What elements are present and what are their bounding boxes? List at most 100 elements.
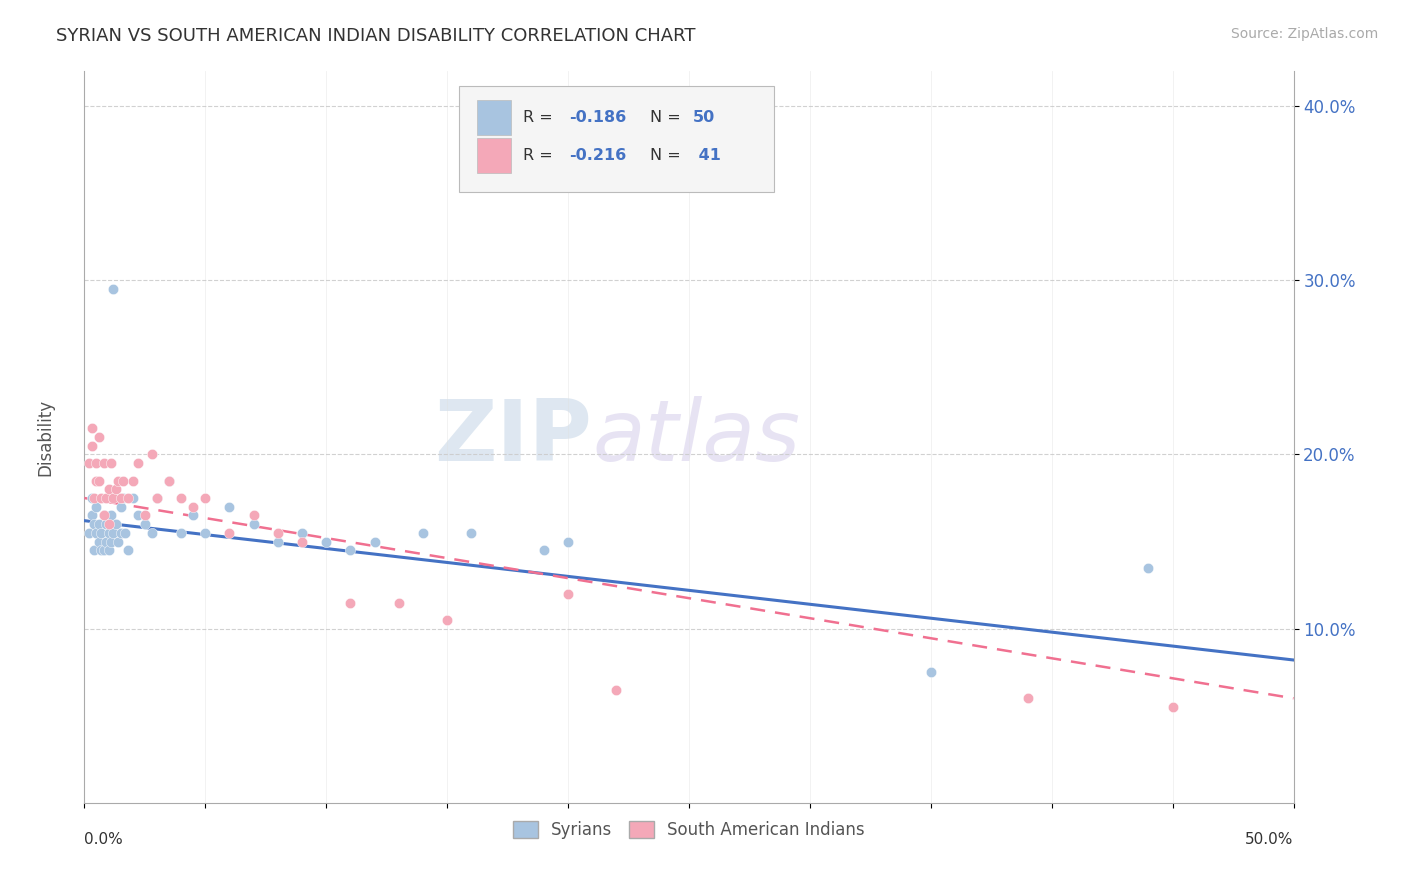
Point [388,595,411,609]
Point [412,525,434,540]
Point [87,430,110,444]
Point [460,525,482,540]
Point [533,543,555,558]
Point [1137,560,1160,574]
Text: Disability: Disability [37,399,53,475]
Point [93,456,115,470]
Point [94,534,117,549]
Point [242,517,264,532]
Point [114,525,136,540]
Text: -0.216: -0.216 [569,148,627,163]
Point [141,525,163,540]
FancyBboxPatch shape [460,86,773,192]
Point [97,543,120,558]
Point [86,500,108,514]
Point [86,456,108,470]
Text: 41: 41 [693,148,720,163]
Point [87,474,110,488]
Point [100,534,122,549]
Point [134,508,156,523]
Point [93,508,115,523]
Point [94,491,117,505]
Text: R =: R = [523,110,558,125]
FancyBboxPatch shape [478,100,512,135]
Text: 0.0%: 0.0% [84,832,124,847]
Point [83,543,105,558]
Point [80,508,103,523]
Text: Source: ZipAtlas.com: Source: ZipAtlas.com [1230,27,1378,41]
Point [117,543,139,558]
Point [104,483,127,497]
Point [83,517,105,532]
Point [315,534,337,549]
Point [77,525,100,540]
Text: atlas: atlas [592,395,800,479]
Point [94,517,117,532]
Point [112,474,135,488]
Point [157,474,180,488]
Point [363,534,385,549]
Text: SYRIAN VS SOUTH AMERICAN INDIAN DISABILITY CORRELATION CHART: SYRIAN VS SOUTH AMERICAN INDIAN DISABILI… [56,27,696,45]
Point [110,525,132,540]
Point [86,525,108,540]
Point [1017,691,1039,706]
Point [920,665,942,680]
Point [267,525,290,540]
Point [242,508,264,523]
Point [80,421,103,435]
Point [77,456,100,470]
Point [146,491,169,505]
Point [557,587,579,601]
Point [90,543,112,558]
Text: 50.0%: 50.0% [1246,832,1294,847]
Point [141,448,163,462]
Point [93,543,115,558]
Point [100,508,122,523]
Point [100,456,122,470]
Point [157,474,180,488]
Point [146,491,169,505]
Point [104,517,127,532]
Point [117,491,139,505]
Point [103,491,125,505]
Point [97,517,120,532]
Point [181,508,204,523]
Text: R =: R = [523,148,558,163]
Point [605,682,627,697]
Point [97,525,120,540]
Point [291,525,314,540]
Point [339,543,361,558]
Point [110,491,132,505]
Point [121,474,143,488]
Text: N =: N = [650,148,686,163]
Point [1161,700,1184,714]
Point [267,534,290,549]
Point [103,525,125,540]
Point [87,517,110,532]
Point [112,491,135,505]
Point [194,525,217,540]
Point [291,534,314,549]
Point [218,500,240,514]
Point [103,282,125,296]
Point [218,525,240,540]
Point [127,508,149,523]
Point [87,534,110,549]
Point [110,500,132,514]
Text: -0.186: -0.186 [569,110,627,125]
Point [127,456,149,470]
Point [107,474,129,488]
Point [121,491,143,505]
Text: 50: 50 [693,110,714,125]
Point [134,517,156,532]
Point [80,491,103,505]
Point [86,474,108,488]
Point [80,439,103,453]
Point [97,483,120,497]
Point [181,500,204,514]
Point [170,491,193,505]
FancyBboxPatch shape [478,138,512,173]
Legend: Syrians, South American Indians: Syrians, South American Indians [506,814,872,846]
Text: ZIP: ZIP [434,395,592,479]
Point [436,613,458,627]
